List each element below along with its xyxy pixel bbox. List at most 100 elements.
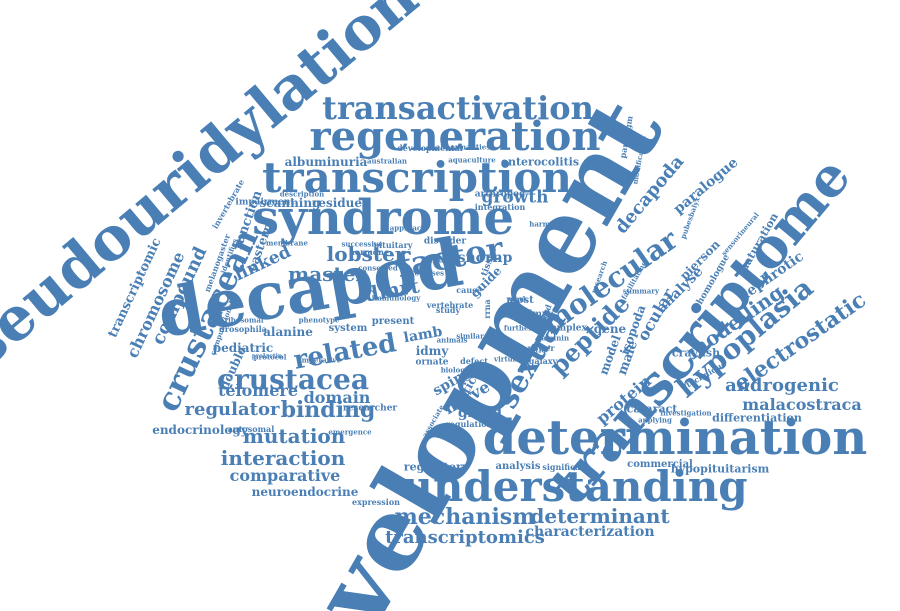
word-pathway: pathway — [514, 312, 548, 322]
word-summary: summary — [622, 286, 660, 296]
word-most: most — [506, 295, 534, 306]
word-developmental: developmental — [397, 143, 463, 153]
word-animals: animals — [436, 335, 468, 345]
word-significant: significant — [542, 462, 590, 472]
word-researcher: researcher — [342, 403, 398, 414]
word-transactivation: transactivation — [322, 89, 594, 127]
word-idmy: idmy — [415, 344, 449, 358]
word-harmonic: harmonic — [529, 219, 567, 229]
word-hypopituitarism: hypopituitarism — [670, 462, 770, 476]
word-syndrome: syndrome — [251, 190, 515, 246]
word-impairment: impairment — [235, 197, 295, 208]
word-mechanism: mechanism — [394, 504, 536, 530]
word-vertebrate: vertebrate — [426, 300, 474, 310]
word-defect: defect — [460, 356, 488, 366]
word-pituitary: pituitary — [373, 240, 413, 250]
word-work: work — [508, 294, 528, 304]
word-system: system — [328, 323, 368, 334]
word-analysis: analysis — [495, 461, 541, 472]
word-power: power — [527, 343, 555, 353]
word-understanding: understanding — [402, 462, 748, 511]
word-disorder: disorder — [423, 236, 467, 247]
word-ornate: ornate — [415, 357, 449, 368]
word-transcription: transcription — [262, 153, 572, 202]
word-master: master — [288, 262, 366, 286]
word-present: present — [371, 316, 415, 327]
word-phenotype: phenotype — [298, 315, 340, 325]
word-androgenic: androgenic — [725, 375, 839, 396]
word-virtual: virtual — [494, 354, 520, 364]
word-autosomal: autosomal — [227, 424, 275, 434]
word-endocrinology: endocrinology — [152, 423, 248, 437]
word-differentiation: differentiation — [712, 411, 802, 425]
word-applying: applying — [638, 415, 672, 425]
word-successive: successive — [341, 239, 383, 249]
word-regulation: regulation — [445, 419, 493, 429]
word-snornp: snornp — [457, 250, 513, 266]
word-arthropod: arthropod — [474, 189, 526, 200]
word-complex: complex — [545, 323, 587, 334]
word-integration: integration — [474, 202, 526, 212]
word-albuminuria: albuminuria — [284, 155, 368, 169]
word-rrna: rrna — [482, 299, 492, 319]
word-description: description — [279, 189, 325, 199]
word-emergence: emergence — [328, 427, 372, 437]
word-domain: domain — [303, 388, 371, 407]
word-processes: processes — [405, 268, 445, 278]
word-comparative: comparative — [229, 466, 341, 485]
word-neuroendocrine: neuroendocrine — [251, 485, 359, 499]
word-membrane: membrane — [266, 238, 308, 248]
word-genetic: genetic — [516, 345, 546, 355]
word-regeneration: regeneration — [309, 113, 601, 160]
word-pediatric: pediatric — [212, 341, 274, 355]
word-galaxy: galaxy — [528, 356, 558, 366]
word-determination: determination — [482, 410, 868, 466]
word-commercial: commercial — [627, 459, 693, 470]
word-laminin: laminin — [538, 333, 570, 343]
word-study: study — [435, 305, 461, 315]
word-lobster: lobster — [326, 242, 406, 266]
word-gene: gene — [593, 322, 627, 336]
word-cause: cause — [456, 285, 482, 295]
word-telomere: telomere — [217, 381, 299, 400]
word-imperative: imperative — [298, 355, 342, 365]
word-abnormalities: abnormalities — [435, 142, 491, 152]
word-ribosomal: ribosomal — [224, 315, 264, 325]
word-crustacea: crustacea — [216, 363, 370, 396]
word-regulator: regulator — [184, 399, 280, 420]
word-alanine: alanine — [263, 325, 313, 339]
word-protocol: protocol — [253, 352, 287, 362]
word-investigation: investigation — [660, 408, 712, 418]
word-conserved: conserved — [358, 263, 398, 273]
word-malacostraca: malacostraca — [742, 395, 862, 414]
word-further: further — [503, 323, 533, 333]
word-residue: residue — [311, 196, 363, 210]
word-cataract: cataract — [626, 402, 678, 416]
word-australian: australian — [367, 156, 407, 166]
word-growth: growth — [481, 187, 549, 208]
word-causing: causing — [429, 255, 461, 265]
word-scanning: scanning — [259, 196, 321, 210]
word-mutation: mutation — [242, 424, 346, 448]
word-dmrts: dmrts — [526, 309, 556, 320]
word-enterocolitis: enterocolitis — [500, 155, 580, 169]
word-prolactin: prolactin — [251, 353, 283, 360]
word-drosophila: drosophila — [219, 324, 267, 334]
word-determinant: determinant — [530, 504, 670, 528]
word-expression: expression — [352, 497, 400, 507]
word-regulatory: regulatory — [403, 460, 469, 474]
word-biology: biology — [440, 365, 470, 375]
word-interaction: interaction — [220, 446, 346, 470]
word-approach: approach — [389, 223, 427, 233]
word-crayfish: crayfish — [671, 346, 721, 360]
word-aquaculture: aquaculture — [448, 155, 496, 165]
word-immunology: immunology — [371, 293, 421, 303]
word-transcriptomics: transcriptomics — [385, 527, 545, 548]
word-characterization: characterization — [525, 524, 655, 540]
word-binding: binding — [280, 397, 376, 423]
word-gland: gland — [457, 405, 503, 421]
word-similar: similar — [456, 331, 484, 341]
word-hormone: hormone — [348, 247, 390, 257]
word-diverse: diverse — [459, 369, 493, 379]
